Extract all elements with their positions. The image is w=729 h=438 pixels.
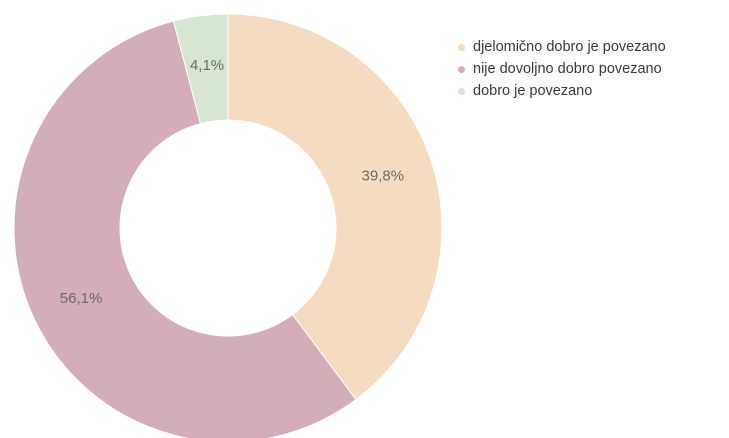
legend-marker-icon [458, 43, 465, 51]
slice-value-label-3: 4,1% [190, 57, 224, 74]
legend-marker-icon [458, 87, 465, 95]
legend-item-3: dobro je povezano [458, 80, 666, 102]
chart-legend: djelomično dobro je povezano nije dovoljn… [458, 36, 666, 102]
legend-label: djelomično dobro je povezano [473, 39, 666, 55]
legend-item-1: djelomično dobro je povezano [458, 36, 666, 58]
legend-label: nije dovoljno dobro povezano [473, 61, 662, 77]
legend-label: dobro je povezano [473, 83, 593, 99]
donut-slice-2 [13, 20, 357, 438]
donut-slice-1 [227, 13, 443, 401]
legend-item-2: nije dovoljno dobro povezano [458, 58, 666, 80]
slice-value-label-1: 39,8% [362, 168, 405, 185]
donut-slice-3 [172, 13, 229, 125]
slice-value-label-2: 56,1% [60, 290, 103, 307]
legend-marker-icon [458, 65, 465, 73]
